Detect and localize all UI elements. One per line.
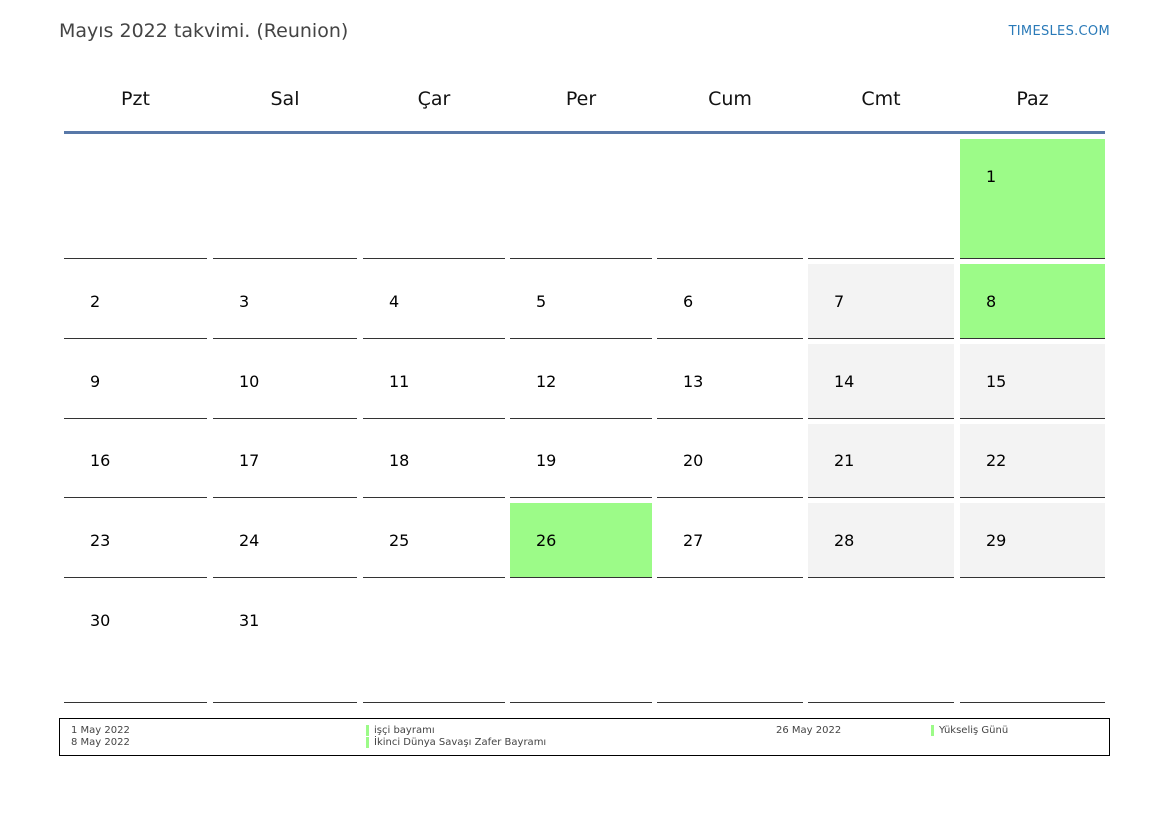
holiday-legend: 1 May 2022 8 May 2022 işçi bayramı İkinc…: [59, 718, 1110, 756]
day-cell[interactable]: 18: [363, 424, 505, 498]
legend-color-marker: [931, 725, 934, 736]
day-number: 27: [683, 531, 704, 550]
day-cell[interactable]: 25: [363, 503, 505, 578]
legend-color-marker: [366, 737, 369, 748]
day-number: 29: [986, 531, 1007, 550]
empty-day-cell: [64, 139, 207, 259]
weekday-label: Sal: [270, 88, 300, 110]
day-number: 8: [986, 292, 997, 311]
header-divider: [64, 131, 1105, 134]
day-number: 20: [683, 451, 704, 470]
day-number: 5: [536, 292, 547, 311]
day-number: 19: [536, 451, 557, 470]
day-cell[interactable]: 21: [808, 424, 954, 498]
day-cell[interactable]: 26: [510, 503, 652, 578]
day-number: 14: [834, 372, 855, 391]
day-cell[interactable]: 8: [960, 264, 1105, 339]
day-cell[interactable]: 3: [213, 264, 357, 339]
day-number: 30: [90, 611, 111, 630]
day-number: 23: [90, 531, 111, 550]
day-number: 4: [389, 292, 400, 311]
day-number: 1: [986, 167, 997, 186]
legend-name-2: İkinci Dünya Savaşı Zafer Bayramı: [374, 737, 547, 748]
day-number: 7: [834, 292, 845, 311]
day-cell[interactable]: 5: [510, 264, 652, 339]
day-cell[interactable]: 11: [363, 344, 505, 419]
empty-day-cell: [213, 139, 357, 259]
day-cell[interactable]: 15: [960, 344, 1105, 419]
day-number: 24: [239, 531, 260, 550]
day-number: 16: [90, 451, 111, 470]
day-number: 18: [389, 451, 410, 470]
day-number: 10: [239, 372, 260, 391]
day-number: 21: [834, 451, 855, 470]
empty-day-cell: [808, 139, 954, 259]
day-number: 12: [536, 372, 557, 391]
day-cell[interactable]: 22: [960, 424, 1105, 498]
weekday-header: Pzt Sal Çar Per Cum Cmt Paz: [64, 84, 1105, 114]
day-cell[interactable]: 10: [213, 344, 357, 419]
day-cell[interactable]: 9: [64, 344, 207, 419]
day-cell[interactable]: 1: [960, 139, 1105, 259]
legend-color-marker: [366, 725, 369, 736]
day-cell[interactable]: 2: [64, 264, 207, 339]
day-cell[interactable]: 12: [510, 344, 652, 419]
legend-name-1: işçi bayramı: [374, 725, 435, 736]
weekday-label: Paz: [1016, 88, 1049, 110]
weekday-label: Pzt: [121, 88, 150, 110]
weekday-label: Per: [565, 88, 597, 110]
day-cell[interactable]: 20: [657, 424, 803, 498]
empty-day-cell: [510, 139, 652, 259]
empty-day-cell: [510, 583, 652, 703]
day-number: 25: [389, 531, 410, 550]
day-cell[interactable]: 17: [213, 424, 357, 498]
weekday-label: Cum: [708, 88, 752, 110]
day-cell[interactable]: 6: [657, 264, 803, 339]
day-number: 3: [239, 292, 250, 311]
legend-date-1: 1 May 2022: [71, 725, 130, 736]
day-number: 9: [90, 372, 101, 391]
day-number: 15: [986, 372, 1007, 391]
day-cell[interactable]: 13: [657, 344, 803, 419]
day-number: 31: [239, 611, 260, 630]
day-cell[interactable]: 28: [808, 503, 954, 578]
legend-name-3: Yükseliş Günü: [939, 725, 1009, 736]
site-link[interactable]: TIMESLES.COM: [1008, 24, 1110, 39]
day-number: 6: [683, 292, 694, 311]
day-number: 13: [683, 372, 704, 391]
day-cell[interactable]: 29: [960, 503, 1105, 578]
day-number: 11: [389, 372, 410, 391]
day-cell[interactable]: 23: [64, 503, 207, 578]
day-cell[interactable]: 14: [808, 344, 954, 419]
day-number: 2: [90, 292, 101, 311]
day-cell[interactable]: 27: [657, 503, 803, 578]
day-number: 28: [834, 531, 855, 550]
day-cell[interactable]: 31: [213, 583, 357, 703]
empty-day-cell: [960, 583, 1105, 703]
day-number: 17: [239, 451, 260, 470]
weekday-label: Cmt: [861, 88, 901, 110]
day-cell[interactable]: 4: [363, 264, 505, 339]
empty-day-cell: [657, 583, 803, 703]
day-cell[interactable]: 7: [808, 264, 954, 339]
empty-day-cell: [657, 139, 803, 259]
day-cell[interactable]: 24: [213, 503, 357, 578]
day-cell[interactable]: 30: [64, 583, 207, 703]
day-number: 26: [536, 531, 557, 550]
weekday-label: Çar: [417, 88, 451, 110]
legend-date-2: 8 May 2022: [71, 737, 130, 748]
page-title: Mayıs 2022 takvimi. (Reunion): [59, 20, 349, 42]
empty-day-cell: [363, 583, 505, 703]
day-cell[interactable]: 16: [64, 424, 207, 498]
legend-date-3: 26 May 2022: [776, 725, 842, 736]
empty-day-cell: [808, 583, 954, 703]
day-number: 22: [986, 451, 1007, 470]
day-cell[interactable]: 19: [510, 424, 652, 498]
empty-day-cell: [363, 139, 505, 259]
